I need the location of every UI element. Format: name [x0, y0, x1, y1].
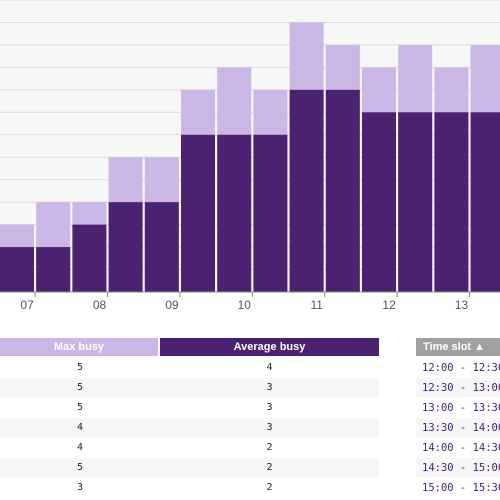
average-busy-cell: 3 [266, 422, 273, 433]
x-tick-label: 13 [455, 298, 469, 312]
row-background-time [416, 418, 500, 438]
max-busy-cell: 5 [76, 402, 84, 413]
average-busy-cell: 2 [266, 482, 273, 493]
table-row[interactable]: 4 2 14:00 - 14:30 [0, 438, 500, 458]
time-slot-cell: 12:00 - 12:30 [422, 362, 500, 374]
time-slot-cell: 12:30 - 13:00 [422, 382, 500, 394]
average-busy-bar[interactable] [253, 134, 288, 292]
row-background [0, 418, 379, 438]
average-busy-bar[interactable] [362, 112, 396, 292]
max-busy-cell: 5 [76, 382, 84, 393]
average-busy-bar[interactable] [36, 247, 71, 292]
table-row[interactable]: 5 3 12:30 - 13:00 [0, 378, 500, 398]
average-busy-bar[interactable] [72, 224, 107, 292]
average-busy-bar[interactable] [325, 89, 360, 292]
x-tick-label: 11 [310, 298, 323, 312]
max-busy-header[interactable]: Max busy [0, 338, 158, 356]
average-busy-bar[interactable] [434, 112, 469, 292]
max-busy-cell: 4 [76, 442, 84, 453]
table-row[interactable]: 5 2 14:30 - 15:00 [0, 458, 500, 478]
average-busy-cell: 4 [266, 362, 273, 373]
max-busy-cell: 4 [76, 422, 84, 433]
table-row[interactable]: 5 4 12:00 - 12:30 [0, 358, 500, 378]
x-tick-label: 10 [238, 298, 252, 312]
time-slot-cell: 13:30 - 14:00 [422, 422, 500, 434]
chart-svg: 07 08 09 10 11 12 13 [0, 0, 500, 312]
average-busy-bar[interactable] [217, 134, 252, 292]
table-row[interactable]: 4 3 13:30 - 14:00 [0, 418, 500, 438]
average-busy-bar[interactable] [108, 202, 143, 292]
table-row[interactable]: 5 3 13:00 - 13:30 [0, 398, 500, 418]
time-slot-cell: 13:00 - 13:30 [422, 402, 500, 414]
row-background-time [416, 378, 500, 398]
average-busy-cell: 2 [266, 442, 273, 453]
x-tick-label: 08 [93, 298, 107, 312]
x-tick-label: 07 [20, 298, 34, 312]
average-busy-header[interactable]: Average busy [160, 338, 379, 356]
busy-table-body: 5 4 12:00 - 12:30 5 3 12:30 - 13:00 5 3 13:00 - … [0, 358, 500, 498]
table-row[interactable]: 3 2 15:00 - 15:30 [0, 478, 500, 498]
row-background [0, 378, 379, 398]
average-busy-cell: 3 [266, 382, 273, 393]
max-busy-cell: 3 [76, 482, 84, 493]
average-busy-bar[interactable] [181, 134, 215, 292]
average-busy-cell: 2 [266, 462, 273, 473]
x-tick-label: 12 [382, 298, 396, 312]
average-busy-cell: 3 [266, 402, 273, 413]
time-slot-header[interactable]: Time slot ▲ [416, 338, 500, 356]
average-busy-bar[interactable] [289, 89, 324, 292]
busy-chart: 07 08 09 10 11 12 13 [0, 0, 500, 312]
max-busy-cell: 5 [76, 362, 84, 373]
average-busy-bar[interactable] [144, 202, 179, 292]
average-busy-bar[interactable] [0, 247, 34, 292]
time-slot-cell: 15:00 - 15:30 [422, 482, 500, 494]
x-tick-label: 09 [165, 298, 179, 312]
time-slot-cell: 14:30 - 15:00 [422, 462, 500, 474]
row-background [0, 458, 379, 478]
max-busy-cell: 5 [76, 462, 84, 473]
time-slot-cell: 14:00 - 14:30 [422, 442, 500, 454]
average-busy-bar[interactable] [470, 112, 500, 292]
average-busy-bar[interactable] [398, 112, 433, 292]
row-background-time [416, 458, 500, 478]
